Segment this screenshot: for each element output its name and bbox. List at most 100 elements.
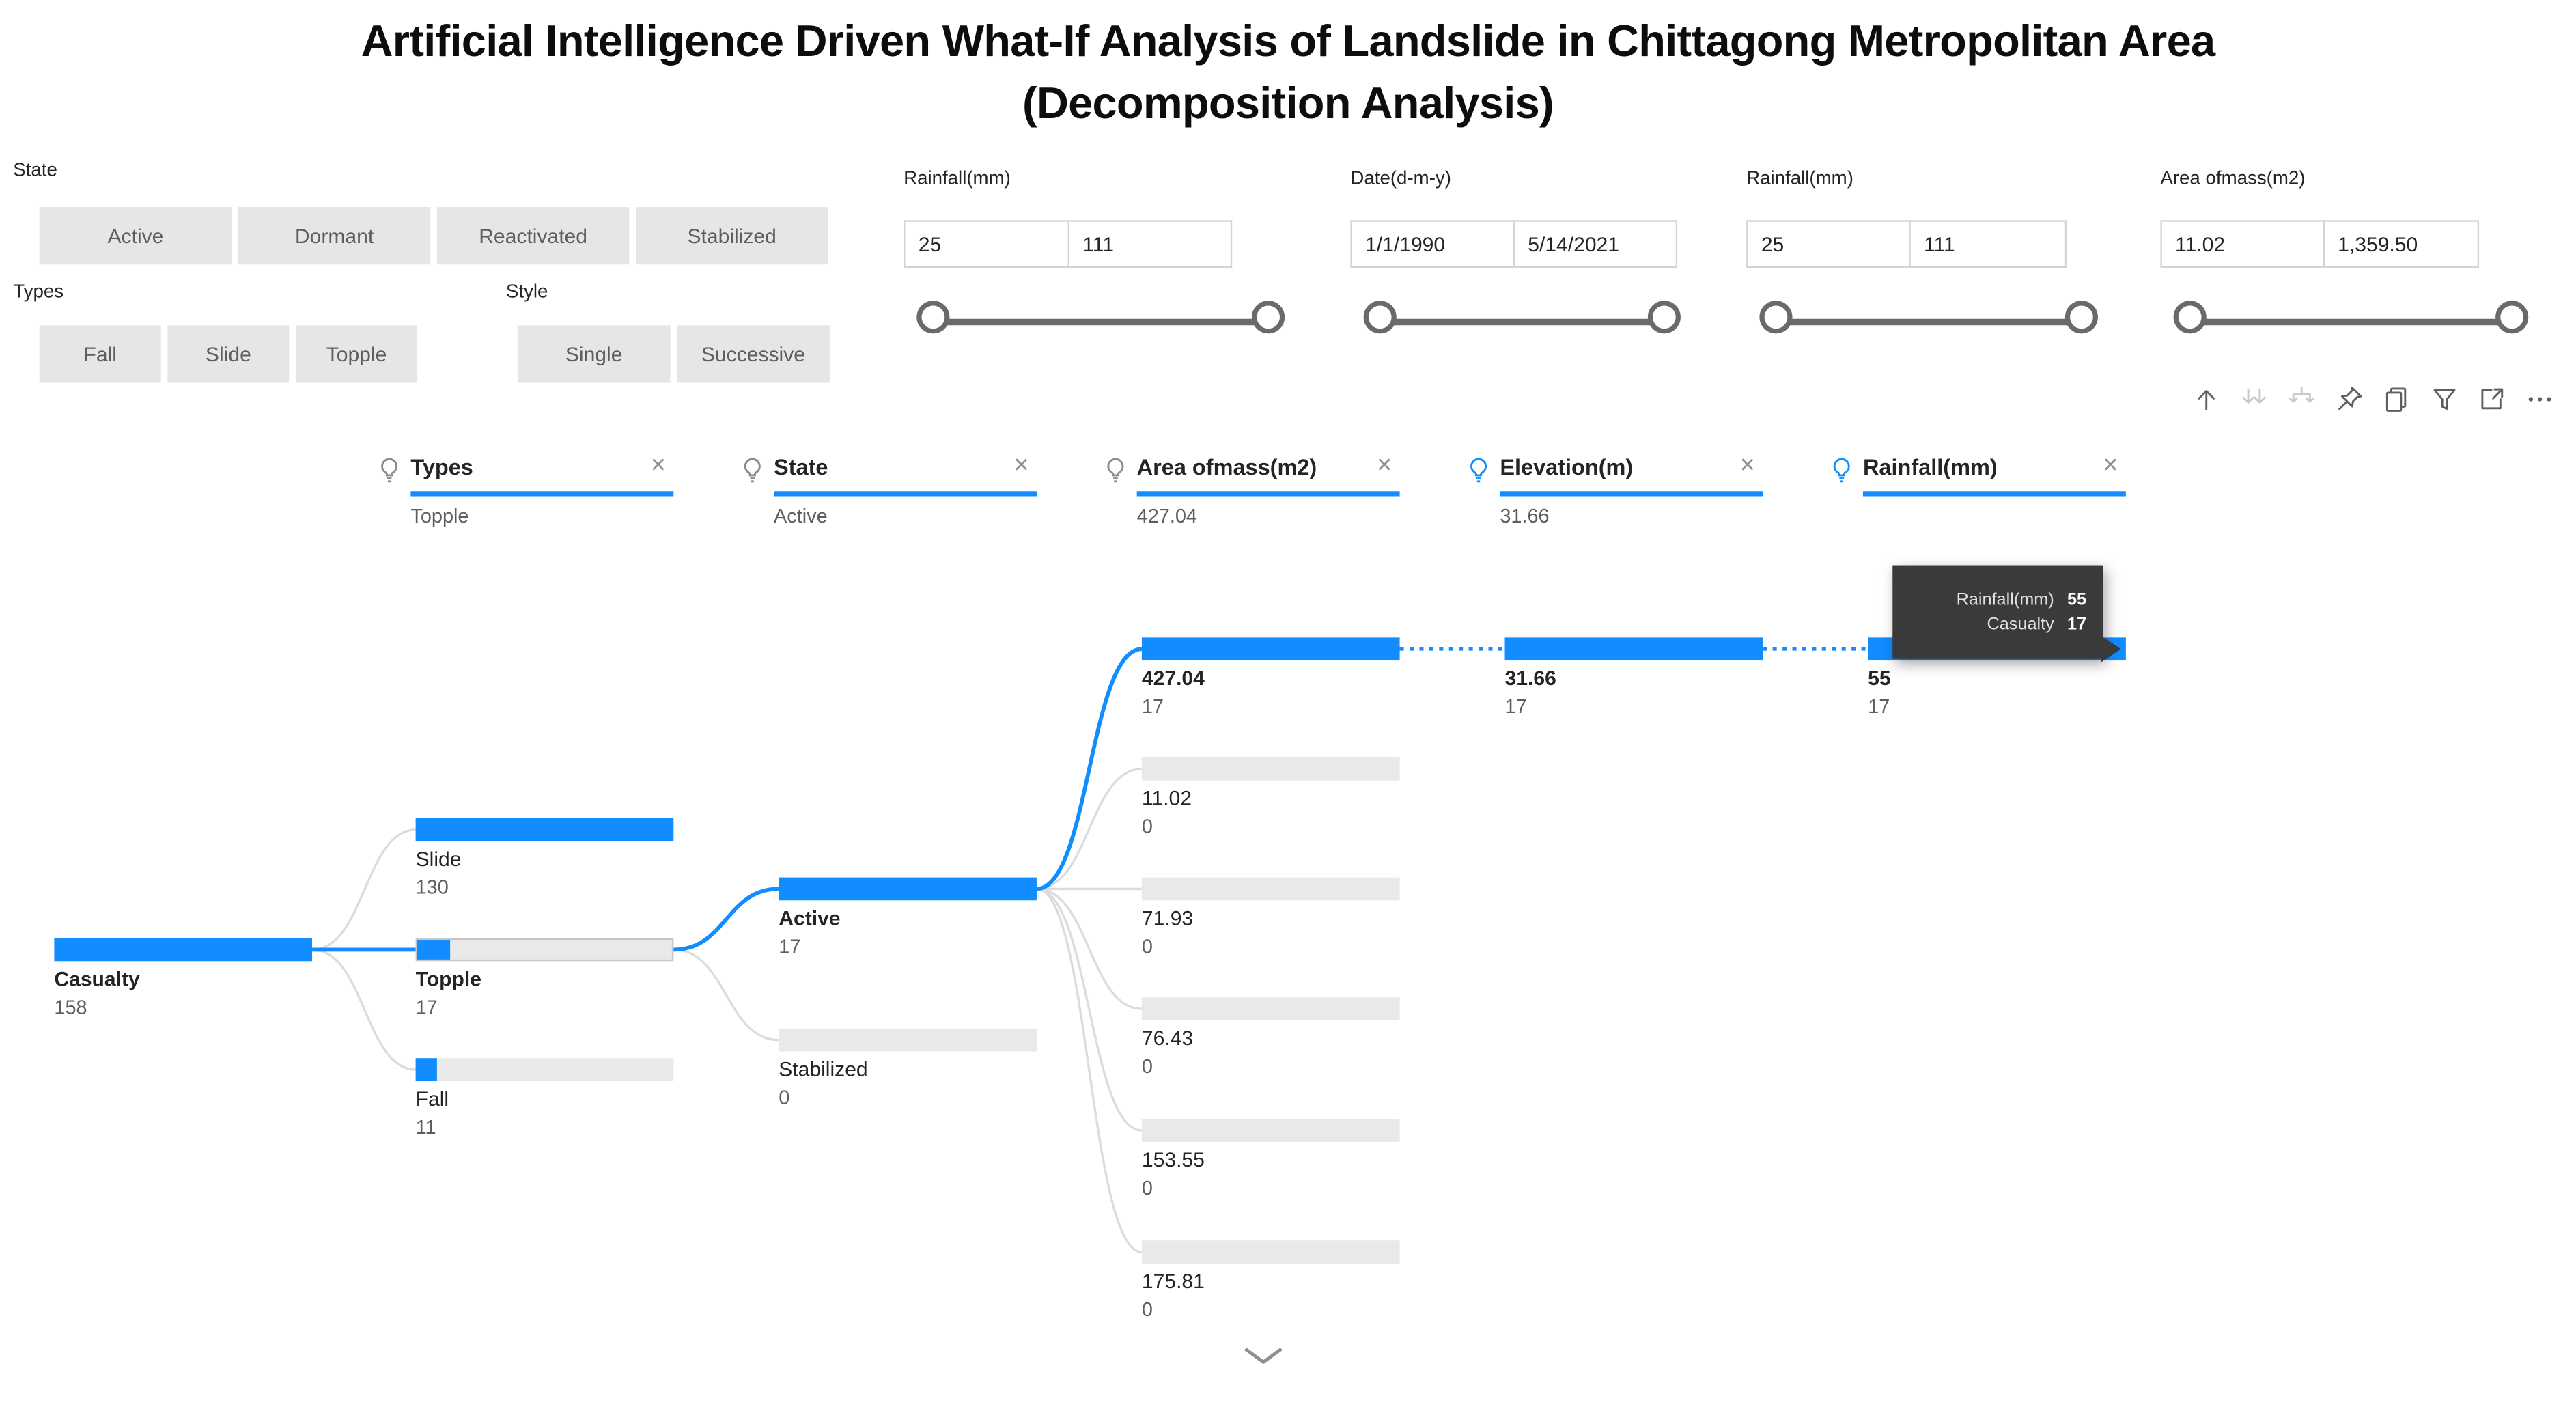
level-underline [1862,491,2126,497]
style-slicer: Single Successive [517,325,830,383]
slicer-option-stabilized[interactable]: Stabilized [635,207,828,265]
tree-level-title[interactable]: Types [410,455,473,480]
close-icon[interactable]: × [1013,451,1029,480]
slider-handle-min[interactable] [1759,301,1793,334]
close-icon[interactable]: × [2103,451,2118,480]
slider-handle-min[interactable] [1363,301,1397,334]
range-min-input[interactable] [2160,220,2327,268]
tree-node-value-rain55: 17 [1868,695,1890,719]
slider-track[interactable] [933,318,1269,326]
tree-node-bar-topple[interactable] [415,938,674,962]
tree-node-bar-active[interactable] [779,877,1037,901]
slicer-option-fall[interactable]: Fall [39,325,161,383]
tree-node-value-area153: 0 [1141,1176,1153,1200]
copy-icon[interactable] [2379,381,2415,417]
tree-node-bar-casualty[interactable] [54,938,313,962]
range-slicer-label: Area ofmass(m2) [2160,169,2306,189]
tree-node-value-slide: 130 [415,876,449,899]
tree-level-title[interactable]: Elevation(m) [1500,455,1634,480]
tree-node-label-elev31: 31.66 [1504,667,1556,691]
focus-mode-icon[interactable] [2474,381,2510,417]
level-underline [410,491,674,497]
types-slicer: Fall Slide Topple [39,325,418,383]
slicer-option-single[interactable]: Single [517,325,671,383]
close-icon[interactable]: × [1376,451,1392,480]
slicer-option-active[interactable]: Active [39,207,232,265]
tree-node-bar-area76[interactable] [1141,997,1400,1020]
slider-handle-min[interactable] [916,301,950,334]
slider-handle-min[interactable] [2173,301,2207,334]
drill-up-icon[interactable] [2188,381,2224,417]
filter-icon[interactable] [2426,381,2463,417]
range-slicer-label: Rainfall(mm) [904,169,1011,189]
tree-level-header-area-ofmass-m2-: Area ofmass(m2) × 427.04 [1104,451,1408,535]
tree-node-label-rain55: 55 [1868,667,1891,691]
tree-node-label-active: Active [779,906,841,930]
range-min-input[interactable] [1746,220,1913,268]
tree-node-label-area427: 427.04 [1141,667,1205,691]
pin-icon[interactable] [2332,381,2368,417]
level-underline [1136,491,1400,497]
state-slicer: Active Dormant Reactivated Stabilized [39,207,828,265]
range-max-input[interactable] [1909,220,2067,268]
range-slicer-0: Rainfall(mm) [904,169,1298,350]
tree-node-bar-stabilized[interactable] [779,1028,1037,1052]
slicer-option-dormant[interactable]: Dormant [238,207,431,265]
tree-node-bar-area71[interactable] [1141,877,1400,901]
slicer-option-topple[interactable]: Topple [296,325,418,383]
range-max-input[interactable] [1067,220,1233,268]
tree-node-value-topple: 17 [415,995,438,1019]
range-min-input[interactable] [1350,220,1517,268]
tree-node-bar-fill [415,818,674,841]
expand-next-level-icon [2284,381,2320,417]
slicer-option-slide[interactable]: Slide [167,325,290,383]
tree-node-label-slide: Slide [415,848,462,871]
range-slicer-label: Rainfall(mm) [1746,169,1853,189]
chevron-down-icon[interactable] [1242,1344,1285,1374]
tree-node-bar-area175[interactable] [1141,1240,1400,1264]
tree-level-selected-value: 31.66 [1500,504,1550,528]
hover-tooltip: Rainfall(mm) 55 Casualty 17 [1892,565,2121,663]
range-slicer-3: Area ofmass(m2) [2160,169,2541,350]
tree-node-label-fall: Fall [415,1087,449,1111]
range-max-input[interactable] [2323,220,2480,268]
slider-track[interactable] [1380,318,1664,326]
tree-level-title[interactable]: State [774,455,828,480]
tree-node-value-active: 17 [779,934,801,958]
slicer-option-successive[interactable]: Successive [677,325,830,383]
lightbulb-icon [1467,457,1490,494]
state-slicer-label: State [13,161,57,181]
tree-node-label-topple: Topple [415,967,481,991]
tree-level-selected-value: Topple [410,504,469,528]
slider-handle-max[interactable] [1647,301,1681,334]
range-slicer-1: Date(d-m-y) [1350,169,1694,350]
slider-track[interactable] [1776,318,2082,326]
lightbulb-icon [741,457,764,494]
slider-track[interactable] [2189,318,2512,326]
tree-node-bar-fill [779,877,1037,901]
tree-node-bar-fall[interactable] [415,1058,674,1081]
tree-node-bar-slide[interactable] [415,818,674,841]
tree-node-bar-area427[interactable] [1141,637,1400,661]
tree-node-bar-fill [415,1058,438,1081]
tree-node-bar-area11[interactable] [1141,757,1400,781]
tooltip-label: Rainfall(mm) [1956,589,2054,610]
slider-handle-max[interactable] [2064,301,2098,334]
close-icon[interactable]: × [1739,451,1756,480]
range-min-input[interactable] [904,220,1070,268]
tree-level-title[interactable]: Area ofmass(m2) [1136,455,1317,480]
more-options-icon[interactable] [2522,381,2558,417]
range-max-input[interactable] [1513,220,1678,268]
range-slicer-label: Date(d-m-y) [1350,169,1451,189]
tree-level-title[interactable]: Rainfall(mm) [1862,455,1998,480]
slider-handle-max[interactable] [1252,301,1285,334]
slicer-option-reactivated[interactable]: Reactivated [436,207,630,265]
tooltip-row: Rainfall(mm) 55 [1909,589,2087,610]
tooltip-row: Casualty 17 [1909,615,2086,635]
tree-node-bar-fill [54,938,313,962]
tree-node-bar-area153[interactable] [1141,1119,1400,1142]
close-icon[interactable]: × [650,451,667,480]
tree-node-bar-elev31[interactable] [1504,637,1763,661]
slider-handle-max[interactable] [2495,301,2529,334]
